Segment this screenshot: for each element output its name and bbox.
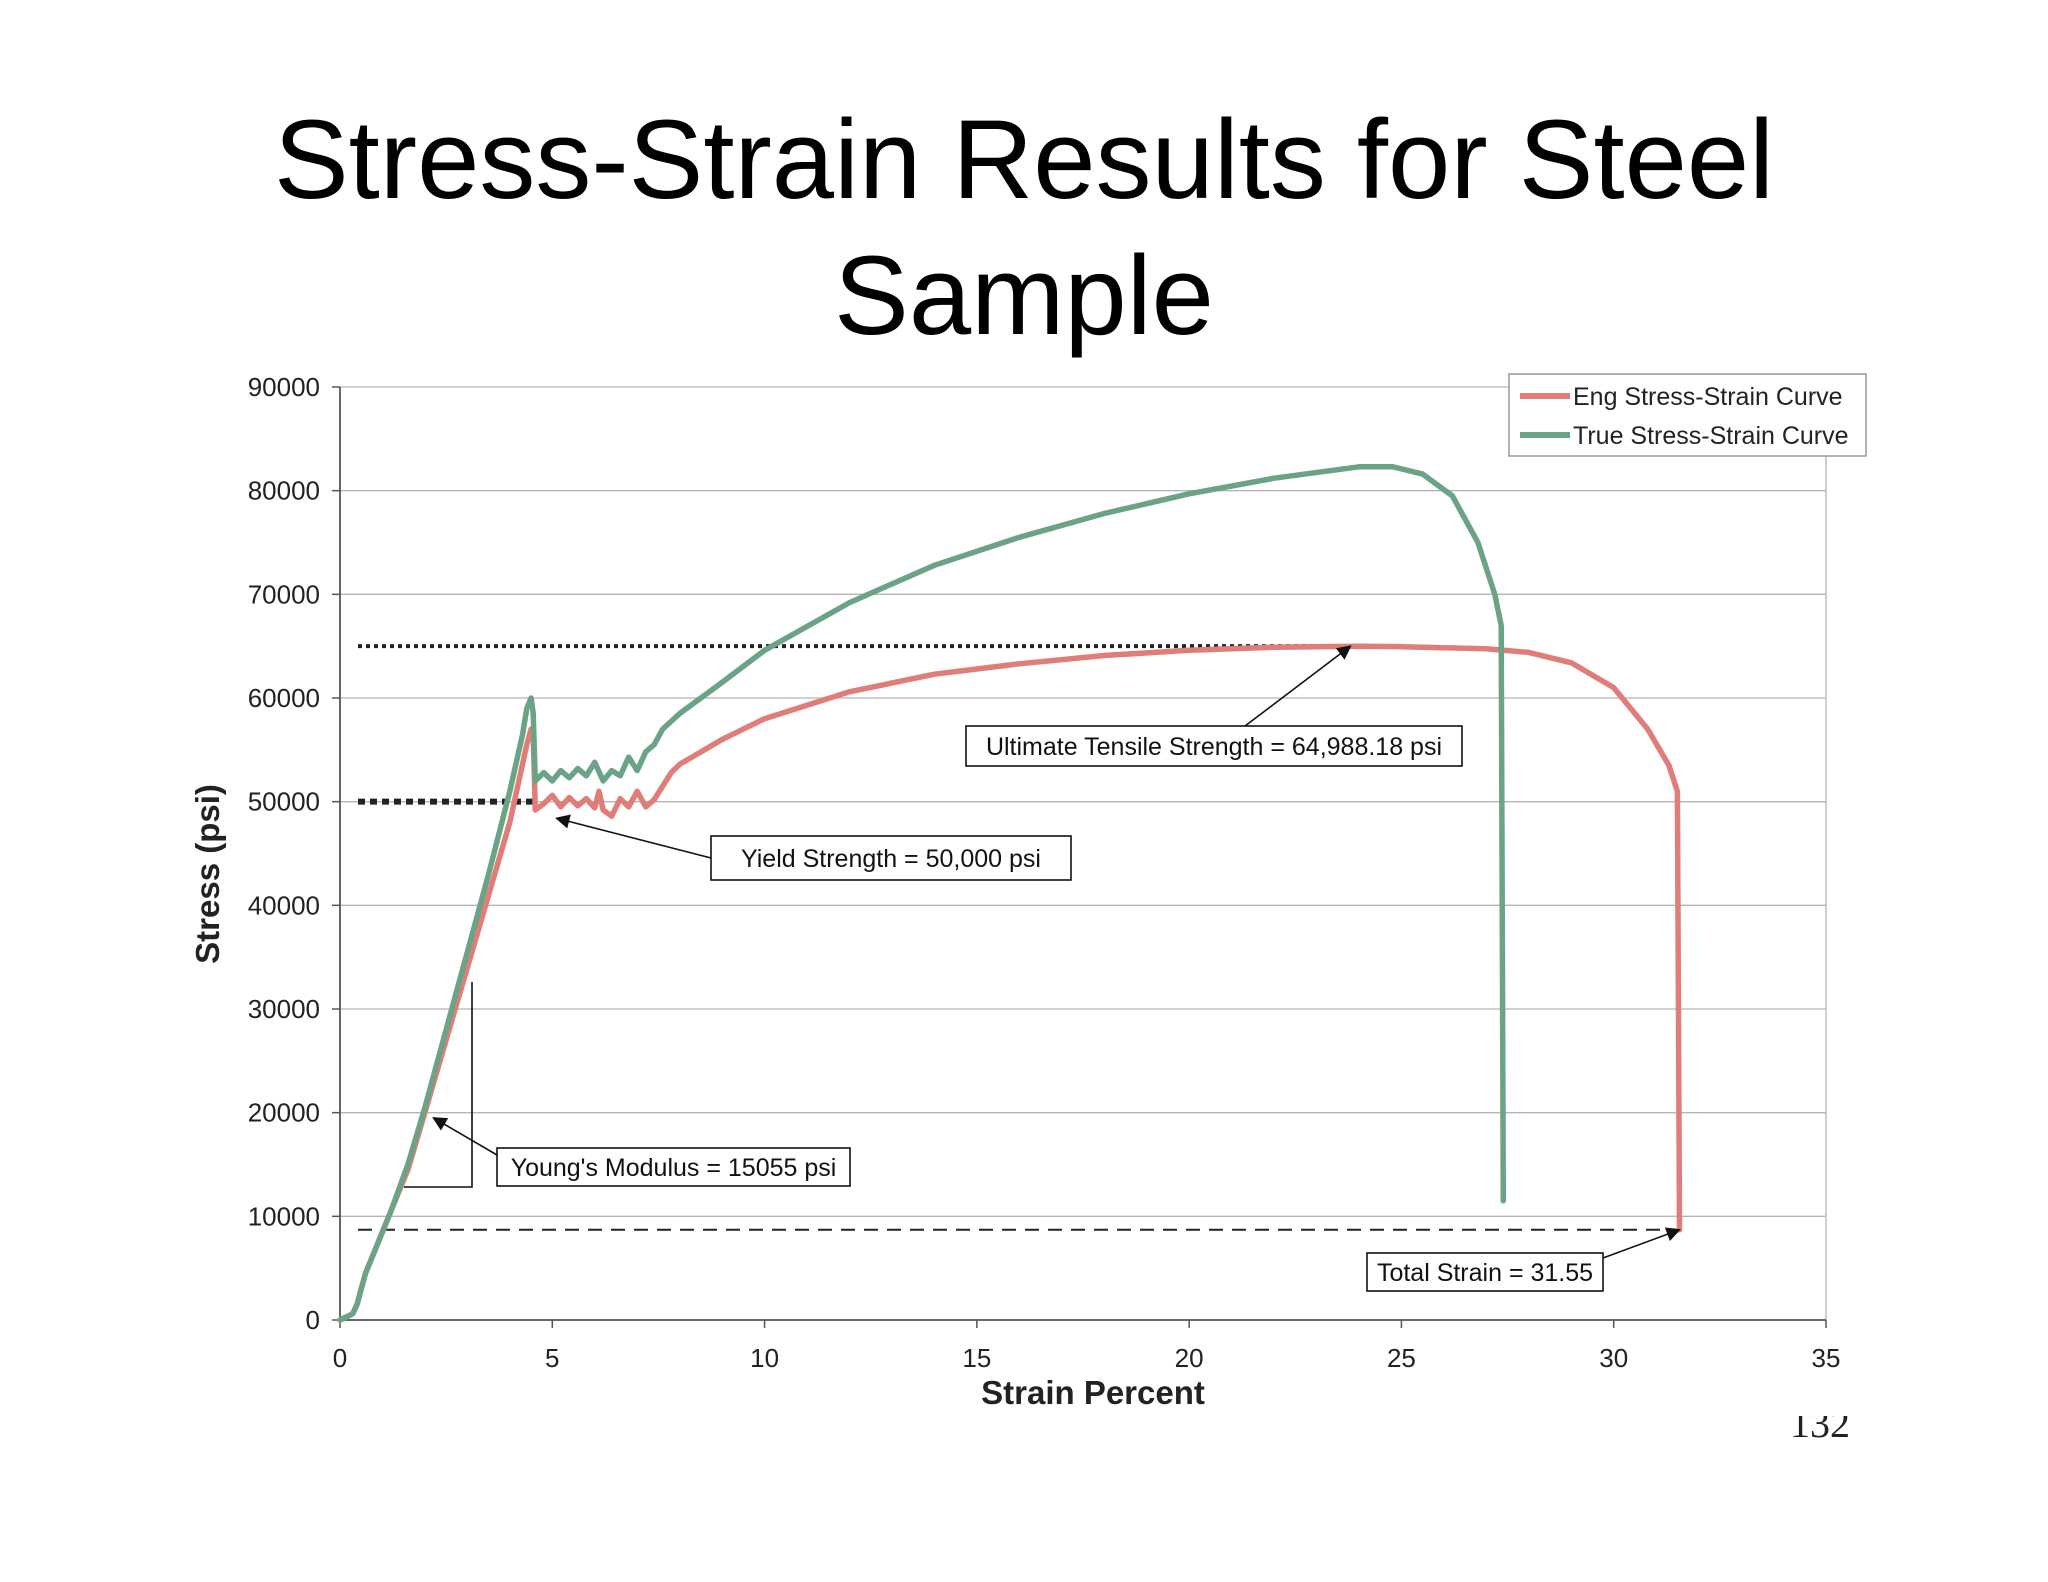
x-tick-label: 20: [1175, 1343, 1204, 1373]
x-tick-label: 15: [962, 1343, 991, 1373]
annotation-arrow-3: [1602, 1227, 1681, 1259]
annotation-arrow-0: [1244, 645, 1352, 727]
annotation-label-3: Total Strain = 31.55: [1377, 1259, 1593, 1287]
annotations-layer: Ultimate Tensile Strength = 64,988.18 ps…: [404, 645, 1681, 1292]
x-tick-label: 5: [545, 1343, 559, 1373]
annotation-box-0: [965, 725, 1463, 767]
annotation-box-2: [496, 1147, 851, 1187]
x-tick-label: 35: [1812, 1343, 1841, 1373]
legend: Eng Stress-Strain Curve True Stress-Strai…: [1508, 373, 1867, 457]
y-tick-label: 40000: [248, 890, 320, 920]
series-line-eng: [337, 643, 1683, 1323]
page-number: 132: [1790, 1416, 1850, 1440]
y-tick-label: 90000: [248, 372, 320, 402]
y-axis-title: Stress (psi): [189, 784, 226, 964]
legend-box: [1508, 373, 1867, 457]
y-tick-label: 20000: [248, 1098, 320, 1128]
legend-label-1: True Stress-Strain Curve: [1573, 422, 1849, 450]
slide-title: Stress-Strain Results for Steel Sample: [0, 92, 2048, 364]
y-tick-label: 10000: [248, 1201, 320, 1231]
y-tick-label: 80000: [248, 476, 320, 506]
slide-title-line-1: Stress-Strain Results for Steel: [273, 97, 1775, 222]
annotation-box-1: [710, 835, 1072, 881]
x-tick-label: 30: [1599, 1343, 1628, 1373]
y-tick-label: 0: [306, 1305, 320, 1335]
y-tick-label: 50000: [248, 787, 320, 817]
x-axis-title: Strain Percent: [981, 1374, 1205, 1411]
x-tick-label: 0: [333, 1343, 347, 1373]
axis-layer: 0 10000 20000 30000 40000 50000 60000 70000 8000…: [248, 372, 1841, 1373]
annotation-label-2: Young's Modulus = 15055 psi: [511, 1154, 837, 1182]
y-tick-label: 70000: [248, 579, 320, 609]
series-line-true: [337, 464, 1507, 1323]
annotation-label-1: Yield Strength = 50,000 psi: [741, 845, 1041, 873]
x-tick-label: 25: [1387, 1343, 1416, 1373]
series-layer: [337, 464, 1683, 1323]
x-tick-label: 10: [750, 1343, 779, 1373]
annotation-arrow-1: [555, 814, 712, 859]
slide-title-line-2: Sample: [834, 233, 1214, 358]
y-tick-label: 60000: [248, 683, 320, 713]
y-tick-label: 30000: [248, 994, 320, 1024]
annotation-box-3: [1366, 1252, 1604, 1292]
slope-triangle: [404, 982, 473, 1188]
annotation-arrow-2: [432, 1117, 498, 1156]
annotation-label-0: Ultimate Tensile Strength = 64,988.18 ps…: [986, 733, 1442, 761]
legend-label-0: Eng Stress-Strain Curve: [1573, 383, 1843, 411]
